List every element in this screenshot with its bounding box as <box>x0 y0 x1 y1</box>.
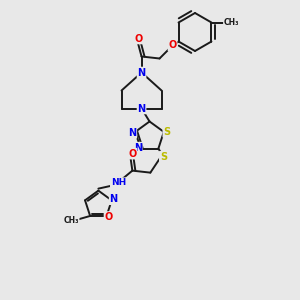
Text: N: N <box>134 142 142 153</box>
Text: N: N <box>137 103 146 113</box>
Text: O: O <box>128 148 136 159</box>
Text: NH: NH <box>111 178 126 187</box>
Text: O: O <box>168 40 177 50</box>
Text: CH₃: CH₃ <box>224 18 239 27</box>
Text: S: S <box>160 152 167 162</box>
Text: S: S <box>163 127 170 137</box>
Text: N: N <box>110 194 118 204</box>
Text: N: N <box>128 128 136 138</box>
Text: N: N <box>137 68 146 77</box>
Text: CH₃: CH₃ <box>63 217 79 226</box>
Text: O: O <box>134 34 143 44</box>
Text: O: O <box>104 212 113 222</box>
